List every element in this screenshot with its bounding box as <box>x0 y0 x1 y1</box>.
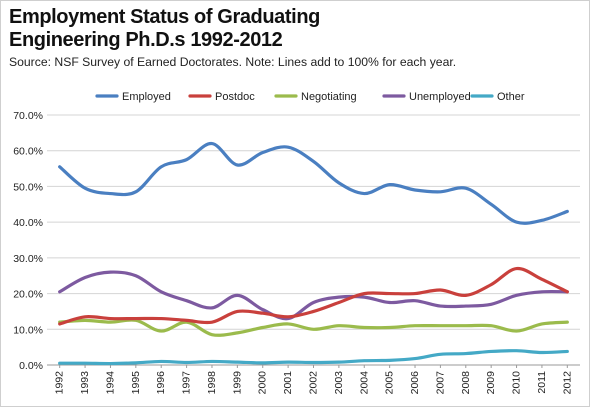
legend-label-negotiating: Negotiating <box>301 91 357 103</box>
y-tick-label: 0.0% <box>19 360 43 372</box>
x-tick-label: 2009 <box>485 371 497 395</box>
x-tick-label: 2010 <box>511 371 523 395</box>
x-tick-label: 2003 <box>333 371 345 395</box>
x-tick-label: 1994 <box>104 371 116 395</box>
x-tick-label: 2012 <box>561 371 573 395</box>
x-tick-label: 2008 <box>460 371 472 395</box>
chart-title-line-2: Engineering Ph.D.s 1992-2012 <box>9 29 283 51</box>
x-tick-label: 2007 <box>434 371 446 395</box>
legend-label-employed: Employed <box>122 91 171 103</box>
series-line-postdoc <box>58 266 569 326</box>
series-line-unemployed <box>58 270 569 321</box>
x-tick-label: 1992 <box>54 371 66 395</box>
x-tick-label: 1999 <box>231 371 243 395</box>
chart-source-note: Source: NSF Survey of Earned Doctorates.… <box>9 55 457 69</box>
x-tick-label: 2000 <box>257 371 269 395</box>
y-tick-label: 10.0% <box>13 324 43 336</box>
x-tick-label: 2006 <box>409 371 421 395</box>
legend-label-postdoc: Postdoc <box>215 91 255 103</box>
chart-title: Employment Status of Graduating Engineer… <box>9 6 320 52</box>
y-tick-label: 50.0% <box>13 181 43 193</box>
legend-label-unemployed: Unemployed <box>409 91 471 103</box>
y-tick-label: 60.0% <box>13 146 43 158</box>
chart-title-line-1: Employment Status of Graduating <box>9 6 320 28</box>
x-tick-label: 1998 <box>206 371 218 395</box>
x-tick-label: 2005 <box>384 371 396 395</box>
series-line-employed <box>58 141 569 225</box>
x-tick-label: 2002 <box>308 371 320 395</box>
y-tick-label: 70.0% <box>13 110 43 122</box>
x-tick-label: 1997 <box>181 371 193 395</box>
series-line-negotiating <box>58 318 569 337</box>
x-tick-label: 1996 <box>155 371 167 395</box>
y-tick-label: 40.0% <box>13 217 43 229</box>
x-tick-label: 1995 <box>130 371 142 395</box>
legend-label-other: Other <box>497 91 525 103</box>
series-line-other <box>58 349 569 366</box>
x-tick-label: 2011 <box>536 371 548 394</box>
x-tick-label: 2004 <box>358 371 370 395</box>
y-tick-label: 30.0% <box>13 253 43 265</box>
x-tick-label: 2001 <box>282 371 294 395</box>
y-tick-label: 20.0% <box>13 289 43 301</box>
x-tick-label: 1993 <box>79 371 91 395</box>
